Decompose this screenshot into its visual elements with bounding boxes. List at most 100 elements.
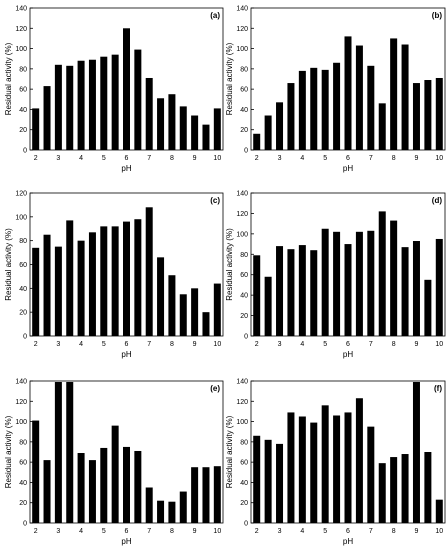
y-axis-title: Residual activity (%) xyxy=(4,415,13,488)
y-tick-label: 120 xyxy=(236,211,248,218)
bar xyxy=(401,454,409,523)
bar xyxy=(111,226,119,336)
bar xyxy=(310,250,318,336)
y-tick-label: 40 xyxy=(240,480,248,487)
x-tick-label: 3 xyxy=(278,155,282,162)
panel-label: (a) xyxy=(210,11,220,20)
y-tick-label: 80 xyxy=(19,66,27,73)
y-tick-label: 80 xyxy=(19,439,27,446)
y-tick-label: 100 xyxy=(236,231,248,238)
y-tick-label: 20 xyxy=(19,500,27,507)
bar xyxy=(134,49,142,151)
bar xyxy=(100,56,108,150)
panel-a: 0 20 40 60 80 100 120 140 2 3 4 5 6 7 8 9 10 pH Residual a… xyxy=(4,6,224,173)
panel-label: (c) xyxy=(210,196,220,205)
bar xyxy=(287,249,295,336)
bar xyxy=(168,275,176,336)
bar xyxy=(298,70,306,150)
x-tick-label: 7 xyxy=(147,341,151,348)
bar xyxy=(355,231,363,336)
bar xyxy=(333,62,341,150)
x-tick-label: 8 xyxy=(392,341,396,348)
bar xyxy=(134,450,142,523)
y-axis-title: Residual activity (%) xyxy=(225,228,234,301)
bar xyxy=(276,246,284,336)
panel-e: 0 20 40 60 80 100 120 140 2 3 4 5 6 7 8 9 10 pH Residual a… xyxy=(4,379,224,546)
bar xyxy=(32,420,40,523)
bar xyxy=(435,77,443,150)
y-tick-label: 40 xyxy=(19,107,27,114)
bar xyxy=(264,439,272,523)
bar xyxy=(390,220,398,336)
bar xyxy=(344,36,352,150)
bar xyxy=(168,501,176,523)
y-tick-label: 40 xyxy=(240,293,248,300)
x-tick-label: 2 xyxy=(255,528,259,535)
bar xyxy=(179,294,187,336)
bar xyxy=(54,382,62,523)
y-tick-label: 20 xyxy=(240,500,248,507)
bar xyxy=(367,230,375,336)
x-tick-label: 4 xyxy=(300,528,304,535)
x-tick-label: 9 xyxy=(193,528,197,535)
x-tick-label: 2 xyxy=(255,341,259,348)
bar xyxy=(213,108,221,150)
bar xyxy=(310,422,318,523)
bar xyxy=(88,59,96,151)
bar xyxy=(355,398,363,523)
y-tick-label: 0 xyxy=(23,148,27,155)
bar xyxy=(276,102,284,150)
bar xyxy=(202,124,210,150)
bar xyxy=(77,60,85,150)
x-tick-label: 8 xyxy=(170,528,174,535)
bar xyxy=(77,240,85,336)
panel-b: 0 20 40 60 80 100 120 140 2 3 4 5 6 7 8 9 10 pH Residual a… xyxy=(225,6,446,173)
bar xyxy=(145,487,153,523)
bar xyxy=(264,115,272,150)
y-tick-label: 120 xyxy=(15,191,27,198)
x-tick-label: 8 xyxy=(392,528,396,535)
y-tick-label: 0 xyxy=(244,521,248,528)
panel-c: 0 20 40 60 80 100 120 2 3 4 5 6 7 8 9 10 pH Residual acti… xyxy=(4,191,224,359)
x-axis-title: pH xyxy=(343,350,353,359)
y-tick-label: 140 xyxy=(236,6,248,13)
bar xyxy=(157,257,165,336)
y-tick-label: 120 xyxy=(236,26,248,33)
panel-label: (b) xyxy=(432,11,443,20)
x-tick-label: 2 xyxy=(255,155,259,162)
x-tick-label: 10 xyxy=(213,341,221,348)
bar xyxy=(378,211,386,336)
x-tick-label: 3 xyxy=(278,341,282,348)
bar xyxy=(123,28,130,150)
bar xyxy=(168,94,176,150)
bar xyxy=(310,67,318,150)
x-tick-label: 5 xyxy=(323,341,327,348)
y-tick-label: 60 xyxy=(19,87,27,94)
x-tick-label: 7 xyxy=(369,341,373,348)
bar xyxy=(43,86,51,150)
x-tick-label: 5 xyxy=(102,155,106,162)
y-axis-title: Residual activity (%) xyxy=(225,42,234,115)
x-tick-label: 5 xyxy=(323,155,327,162)
y-tick-label: 120 xyxy=(15,399,27,406)
x-axis-title: pH xyxy=(343,537,353,546)
x-tick-label: 3 xyxy=(56,341,60,348)
x-tick-label: 9 xyxy=(415,155,419,162)
x-tick-label: 6 xyxy=(125,155,129,162)
bar xyxy=(111,425,119,523)
y-tick-label: 0 xyxy=(244,334,248,341)
y-tick-label: 20 xyxy=(240,127,248,134)
bar xyxy=(424,279,432,336)
x-tick-label: 4 xyxy=(79,528,83,535)
x-tick-label: 8 xyxy=(170,341,174,348)
x-tick-label: 8 xyxy=(392,155,396,162)
bar xyxy=(401,44,409,151)
bar xyxy=(145,207,153,336)
y-tick-label: 80 xyxy=(19,238,27,245)
panel-label: (f) xyxy=(434,384,442,393)
y-tick-label: 80 xyxy=(240,252,248,259)
bar xyxy=(287,83,295,150)
y-axis-title: Residual activity (%) xyxy=(225,415,234,488)
y-tick-label: 60 xyxy=(240,87,248,94)
